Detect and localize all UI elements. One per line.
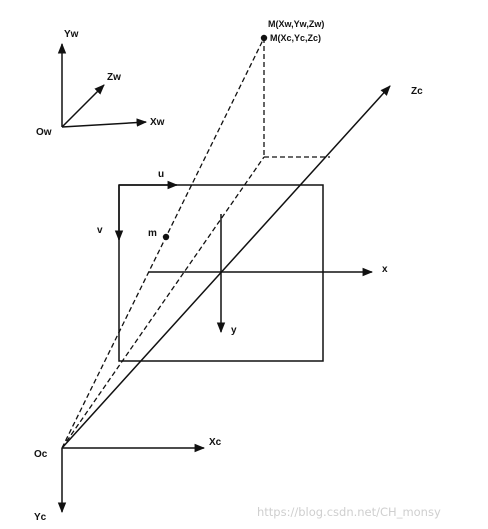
projected-point-label: m [148, 228, 157, 239]
optical-axis-zc [61, 85, 391, 449]
camera-y-label: Yc [34, 512, 47, 523]
point-m-marker [260, 34, 268, 42]
image-y-label: y [231, 325, 237, 336]
pixel-u-label: u [158, 169, 164, 180]
world-y-label: Yw [64, 29, 79, 40]
camera-origin-label: Oc [34, 449, 48, 460]
camera-x-label: Xc [209, 437, 222, 448]
point-camera-label: M(Xc,Yc,Zc) [270, 33, 321, 43]
image-plane [118, 184, 324, 362]
image-x-label: x [382, 264, 388, 275]
point-world-label: M(Xw,Yw,Zw) [268, 19, 324, 29]
watermark-text: https://blog.csdn.net/CH_monsy [257, 505, 441, 519]
ray-to-point-foot [61, 156, 265, 449]
camera-coordinate-axes: Oc Xc Yc [34, 437, 222, 523]
world-z-label: Zw [107, 72, 121, 83]
world-x-axis [61, 118, 148, 128]
image-coordinate-axes: x y [149, 214, 388, 336]
world-x-label: Xw [150, 117, 165, 128]
world-origin-label: Ow [36, 127, 52, 138]
pixel-v-label: v [97, 225, 103, 236]
optical-axis-label: Zc [411, 86, 423, 97]
world-z-axis [61, 84, 105, 128]
projection-rays [61, 37, 330, 449]
pixel-coordinate-axes: u v [97, 169, 179, 242]
world-coordinate-axes: Yw Zw Xw Ow [36, 29, 165, 138]
ray-to-point-m [61, 37, 265, 449]
projected-point-marker [162, 233, 170, 241]
